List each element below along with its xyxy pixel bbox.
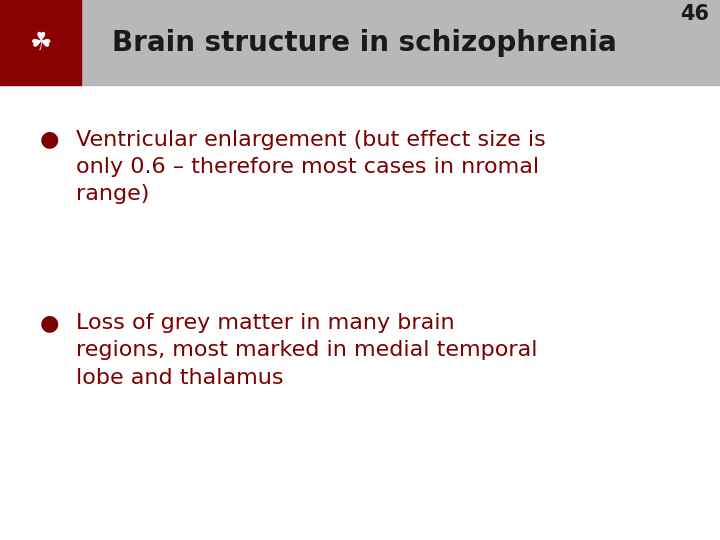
Text: Ventricular enlargement (but effect size is
only 0.6 – therefore most cases in n: Ventricular enlargement (but effect size… [76,130,545,204]
Text: Brain structure in schizophrenia: Brain structure in schizophrenia [112,29,616,57]
Text: 46: 46 [680,4,709,24]
Text: ●: ● [40,313,59,333]
Bar [0,0,81,85]
Text: Loss of grey matter in many brain
regions, most marked in medial temporal
lobe a: Loss of grey matter in many brain region… [76,313,537,388]
Bar [0,0,720,85]
Text: ☘: ☘ [30,31,52,55]
Text: ●: ● [40,130,59,150]
